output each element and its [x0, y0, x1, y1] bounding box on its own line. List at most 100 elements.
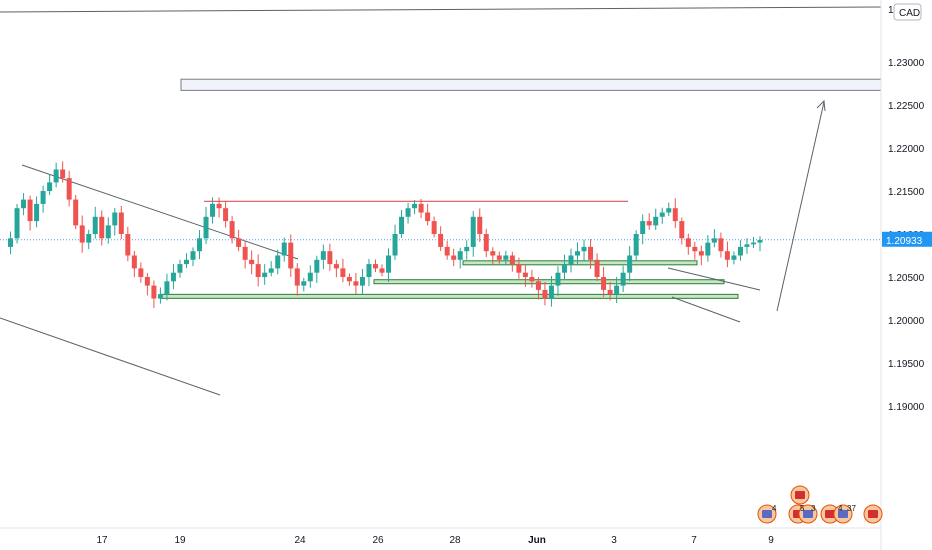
candle-body[interactable] [386, 255, 392, 273]
candle-body[interactable] [34, 203, 40, 222]
candle-body[interactable] [275, 255, 281, 269]
candle-body[interactable] [14, 208, 20, 239]
candle-body[interactable] [353, 281, 359, 286]
candle-body[interactable] [444, 246, 450, 256]
candle-body[interactable] [144, 277, 150, 286]
candle-body[interactable] [60, 169, 66, 179]
candle-body[interactable] [646, 221, 652, 226]
candle-body[interactable] [620, 272, 626, 286]
candle-body[interactable] [724, 251, 730, 260]
candle-body[interactable] [151, 285, 157, 299]
candle-body[interactable] [288, 242, 294, 269]
candle-body[interactable] [164, 281, 170, 295]
candle-body[interactable] [431, 221, 437, 234]
candle-body[interactable] [692, 246, 698, 252]
candle-body[interactable] [190, 251, 196, 260]
candle-body[interactable] [210, 203, 216, 217]
candle-body[interactable] [203, 216, 209, 239]
candle-body[interactable] [685, 238, 691, 247]
economic-events[interactable]: 4 5 3 4 37 [757, 485, 883, 524]
candle-body[interactable] [503, 255, 509, 260]
candle-body[interactable] [718, 238, 724, 252]
candle-body[interactable] [249, 259, 255, 265]
candle-body[interactable] [568, 255, 574, 265]
candle-body[interactable] [757, 240, 763, 243]
candle-body[interactable] [320, 251, 326, 260]
candle-body[interactable] [138, 268, 144, 277]
candle-body[interactable] [575, 251, 581, 256]
candle-body[interactable] [601, 277, 607, 290]
candle-body[interactable] [47, 182, 53, 191]
candle-body[interactable] [490, 251, 496, 256]
candle-body[interactable] [470, 216, 476, 247]
candle-body[interactable] [223, 208, 229, 222]
candle-body[interactable] [425, 212, 431, 222]
candle-body[interactable] [8, 238, 14, 247]
plot-area[interactable] [0, 6, 882, 396]
candle-body[interactable] [555, 272, 561, 286]
candle-body[interactable] [711, 238, 717, 243]
candle-body[interactable] [399, 216, 405, 234]
candle-body[interactable] [66, 178, 72, 200]
candle-body[interactable] [451, 255, 457, 260]
time-axis[interactable]: 17 19 24 26 28 Jun 3 7 9 [0, 527, 881, 546]
candle-body[interactable] [27, 199, 33, 222]
candle-body[interactable] [86, 234, 92, 243]
candle-body[interactable] [262, 272, 268, 277]
candle-body[interactable] [73, 199, 79, 226]
target-zone[interactable] [180, 78, 882, 91]
candle-body[interactable] [438, 234, 444, 247]
candle-body[interactable] [633, 234, 639, 256]
candle-body[interactable] [392, 234, 398, 256]
support-zone[interactable] [159, 293, 739, 299]
candle-body[interactable] [477, 216, 483, 234]
candle-body[interactable] [229, 221, 235, 239]
candle-body[interactable] [464, 246, 470, 252]
candle-body[interactable] [99, 216, 105, 239]
flag-upper-line[interactable] [667, 267, 761, 291]
candle-body[interactable] [125, 234, 131, 256]
candle-body[interactable] [666, 208, 672, 213]
candle-body[interactable] [483, 234, 489, 252]
candle-body[interactable] [698, 251, 704, 256]
candle-body[interactable] [548, 285, 554, 299]
candle-body[interactable] [588, 246, 594, 260]
candle-body[interactable] [672, 208, 678, 222]
candle-body[interactable] [131, 255, 137, 269]
candle-body[interactable] [750, 242, 756, 245]
candle-body[interactable] [509, 255, 515, 265]
candle-body[interactable] [307, 272, 313, 282]
candle-body[interactable] [177, 264, 183, 273]
candle-body[interactable] [379, 268, 385, 273]
candle-body[interactable] [327, 251, 333, 265]
candle-body[interactable] [40, 191, 46, 204]
candle-body[interactable] [268, 268, 274, 273]
candle-body[interactable] [170, 272, 176, 282]
candle-body[interactable] [522, 272, 528, 277]
candle-body[interactable] [236, 238, 242, 247]
candle-body[interactable] [516, 264, 522, 273]
candle-body[interactable] [457, 251, 463, 260]
candle-body[interactable] [79, 225, 85, 243]
candle-body[interactable] [640, 221, 646, 234]
price-axis[interactable]: 1.230001.225001.220001.215001.210001.205… [880, 0, 932, 550]
candle-body[interactable] [614, 285, 620, 295]
candle-body[interactable] [301, 281, 307, 286]
candle-body[interactable] [659, 212, 665, 217]
candle-body[interactable] [679, 221, 685, 239]
candle-body[interactable] [627, 255, 633, 273]
candle-body[interactable] [366, 264, 372, 277]
candle-body[interactable] [157, 294, 163, 299]
candle-body[interactable] [183, 259, 189, 265]
candle-body[interactable] [561, 264, 567, 273]
support-zone[interactable] [373, 279, 725, 285]
candle-body[interactable] [21, 199, 27, 209]
candlestick-series[interactable] [8, 161, 763, 309]
candle-body[interactable] [744, 244, 750, 247]
candle-body[interactable] [294, 268, 300, 286]
candle-body[interactable] [535, 281, 541, 290]
candle-body[interactable] [346, 277, 352, 282]
channel-lower-line[interactable] [0, 317, 221, 396]
candle-body[interactable] [594, 259, 600, 277]
